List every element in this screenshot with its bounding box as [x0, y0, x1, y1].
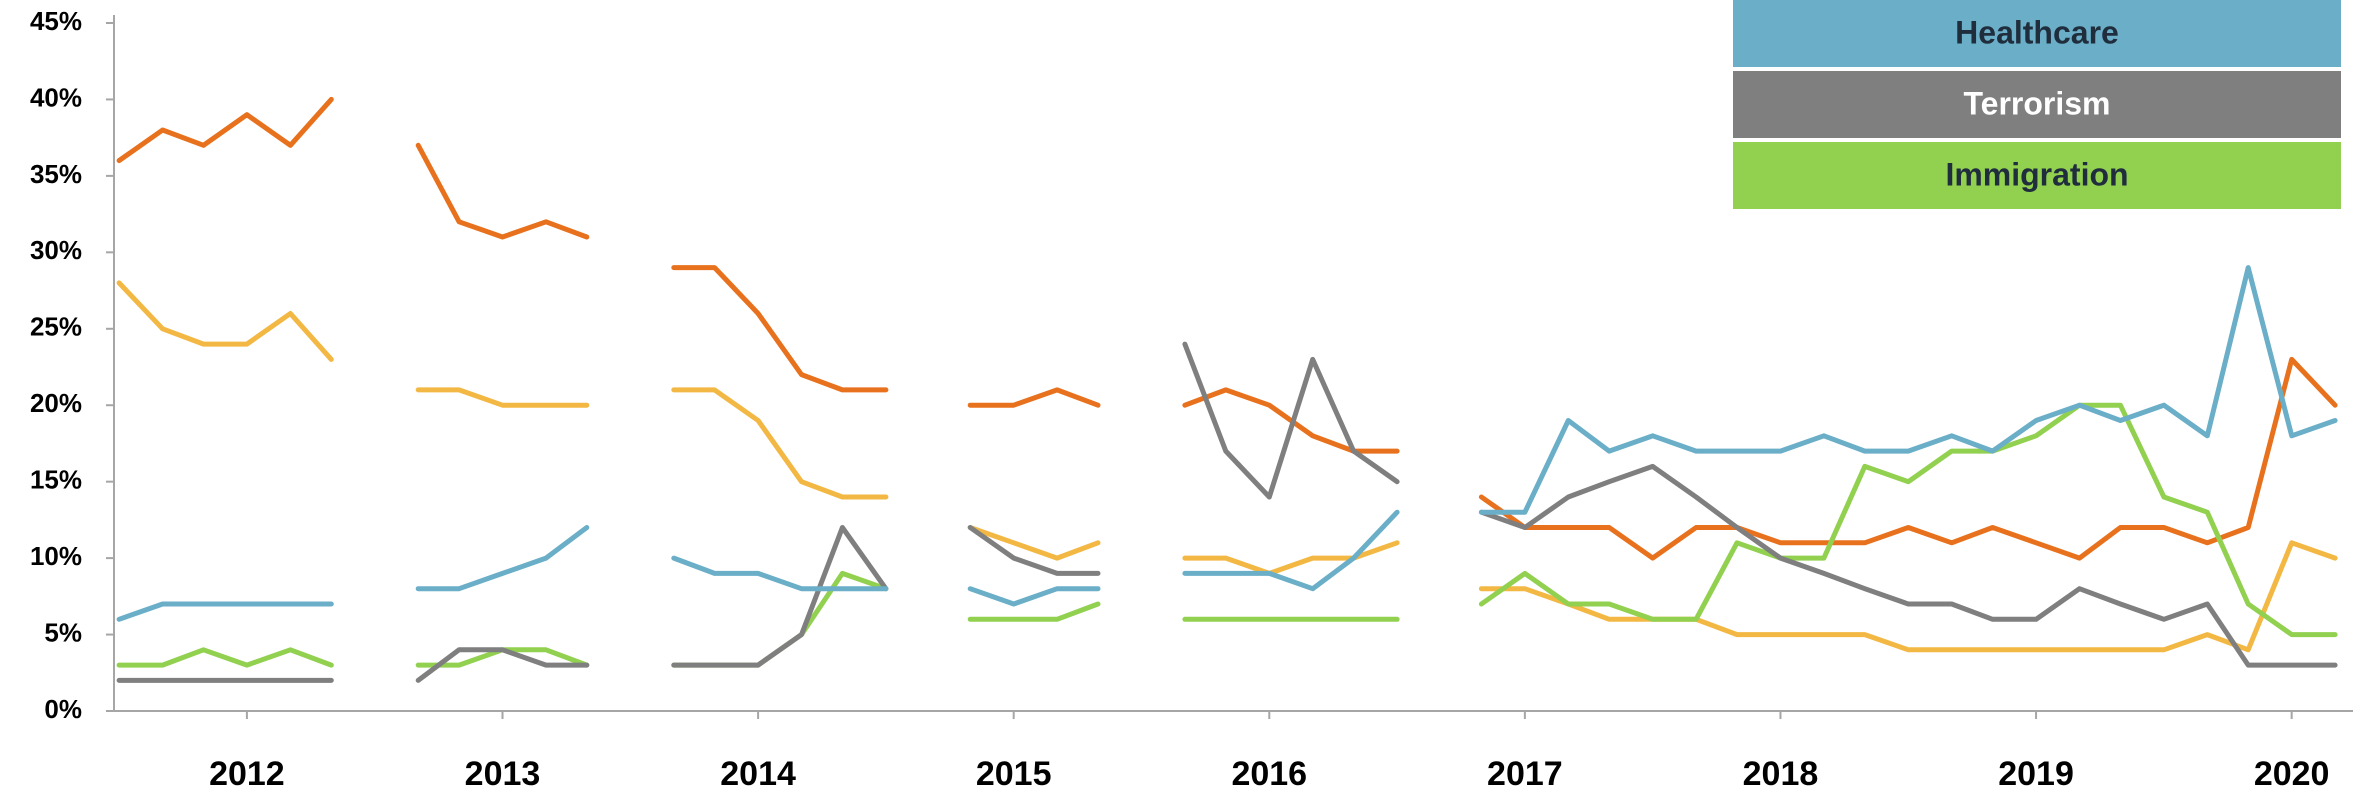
x-tick-label: 2014 [720, 755, 796, 792]
x-tick-label: 2017 [1487, 755, 1563, 792]
y-tick-label: 35% [30, 159, 82, 189]
y-tick-label: 5% [44, 617, 82, 647]
y-tick-label: 0% [44, 694, 82, 724]
series-line [116, 96, 2338, 561]
series-line [116, 265, 2338, 622]
series-line [116, 280, 2338, 653]
x-tick-label: 2019 [1998, 755, 2074, 792]
y-tick-label: 40% [30, 82, 82, 112]
legend-swatch [1733, 0, 2341, 67]
x-tick-label: 2016 [1231, 755, 1307, 792]
x-tick-label: 2018 [1743, 755, 1819, 792]
y-tick-label: 10% [30, 541, 82, 571]
series-line [116, 341, 2338, 683]
y-tick-label: 20% [30, 388, 82, 418]
y-tick-label: 25% [30, 312, 82, 342]
legend-label: Terrorism [1963, 85, 2110, 121]
legend-swatch [1733, 142, 2341, 209]
x-tick-label: 2020 [2254, 755, 2330, 792]
x-tick-label: 2012 [209, 755, 285, 792]
legend-label: Immigration [1945, 156, 2128, 192]
legend-swatch [1733, 71, 2341, 138]
y-tick-label: 45% [30, 6, 82, 36]
x-tick-label: 2015 [976, 755, 1052, 792]
y-tick-label: 30% [30, 235, 82, 265]
y-tick-label: 15% [30, 465, 82, 495]
x-tick-label: 2013 [465, 755, 541, 792]
legend-label: Healthcare [1955, 14, 2119, 50]
